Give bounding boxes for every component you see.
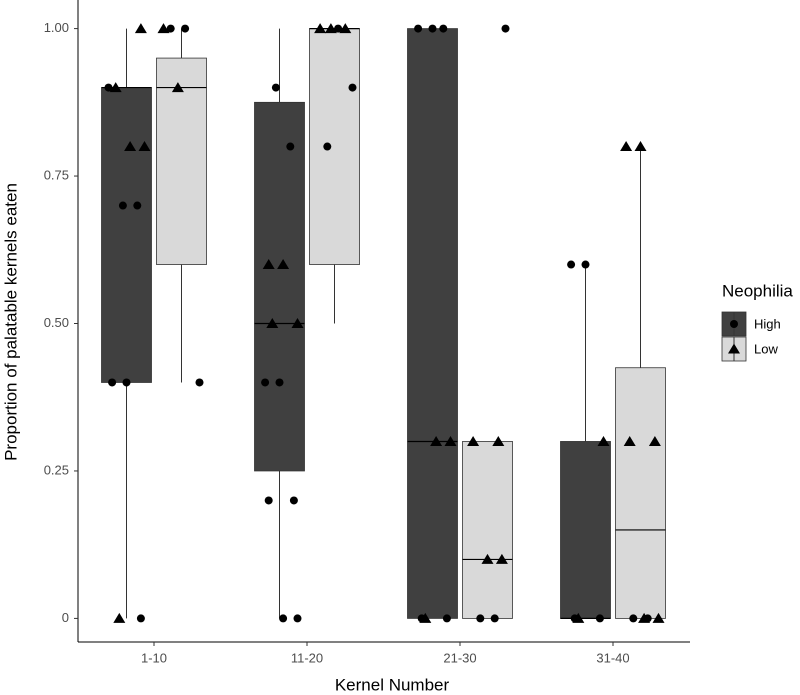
point-triangle: [113, 612, 126, 623]
y-tick-label: 1.00: [44, 20, 69, 35]
point-circle: [476, 614, 485, 623]
point-triangle: [648, 435, 661, 446]
point-circle: [195, 378, 204, 387]
point-triangle: [124, 141, 137, 152]
legend-marker: [730, 320, 738, 328]
x-tick-label: 11-20: [291, 650, 323, 665]
point-triangle: [324, 23, 337, 34]
point-triangle: [109, 82, 122, 93]
point-circle: [286, 142, 295, 151]
point-circle: [271, 83, 280, 92]
box: [254, 101, 305, 472]
point-circle: [136, 614, 145, 623]
legend-label: Low: [754, 341, 778, 356]
box: [309, 28, 360, 265]
point-circle: [166, 24, 175, 33]
point-circle: [279, 614, 288, 623]
point-triangle: [597, 435, 610, 446]
point-triangle: [444, 435, 457, 446]
point-circle: [118, 201, 127, 210]
point-triangle: [572, 612, 585, 623]
y-tick-label: 0.75: [44, 167, 69, 182]
point-circle: [567, 260, 576, 269]
point-triangle: [291, 318, 304, 328]
point-circle: [264, 496, 273, 505]
point-circle: [104, 83, 113, 92]
point-triangle: [262, 259, 275, 270]
x-tick-label: 31-40: [596, 650, 629, 665]
point-triangle: [339, 23, 352, 34]
point-circle: [442, 614, 451, 623]
point-triangle: [638, 612, 651, 623]
point-circle: [108, 378, 117, 387]
point-circle: [334, 24, 343, 33]
point-circle: [629, 614, 638, 623]
box: [156, 57, 207, 265]
point-circle: [293, 614, 302, 623]
box: [101, 87, 152, 383]
point-triangle: [652, 612, 665, 623]
point-triangle: [419, 612, 432, 623]
y-tick-label: 0.25: [44, 462, 69, 477]
box: [462, 441, 513, 619]
point-triangle: [481, 553, 494, 564]
point-circle: [581, 260, 590, 269]
point-circle: [595, 614, 604, 623]
point-triangle: [620, 141, 633, 152]
legend-label: High: [754, 316, 781, 331]
point-triangle: [138, 141, 151, 152]
point-circle: [490, 614, 499, 623]
legend-title: Neophilia: [722, 281, 793, 300]
point-circle: [289, 496, 298, 505]
point-triangle: [492, 435, 505, 446]
box: [615, 367, 666, 619]
point-triangle: [314, 23, 327, 34]
x-tick-label: 1-10: [141, 650, 167, 665]
point-circle: [133, 201, 142, 210]
point-triangle: [171, 82, 184, 93]
y-axis-title: Proportion of palatable kernels eaten: [1, 183, 20, 461]
point-circle: [181, 24, 190, 33]
point-circle: [275, 378, 284, 387]
point-triangle: [157, 23, 170, 34]
y-tick-label: 0: [62, 610, 69, 625]
legend-marker: [728, 343, 740, 354]
point-triangle: [634, 141, 647, 152]
point-circle: [261, 378, 270, 387]
point-circle: [414, 24, 423, 33]
point-triangle: [266, 318, 279, 328]
point-circle: [348, 83, 357, 92]
point-circle: [122, 378, 131, 387]
point-circle: [439, 24, 448, 33]
box: [560, 441, 611, 619]
point-triangle: [467, 435, 480, 446]
point-triangle: [495, 553, 508, 564]
point-triangle: [430, 435, 443, 446]
point-circle: [323, 142, 332, 151]
x-axis-title: Kernel Number: [335, 675, 450, 694]
box: [407, 28, 458, 619]
point-triangle: [623, 435, 636, 446]
point-circle: [428, 24, 437, 33]
point-triangle: [277, 259, 290, 270]
y-tick-label: 0.50: [44, 315, 69, 330]
point-triangle: [134, 23, 147, 34]
x-tick-label: 21-30: [443, 650, 476, 665]
point-circle: [501, 24, 510, 33]
